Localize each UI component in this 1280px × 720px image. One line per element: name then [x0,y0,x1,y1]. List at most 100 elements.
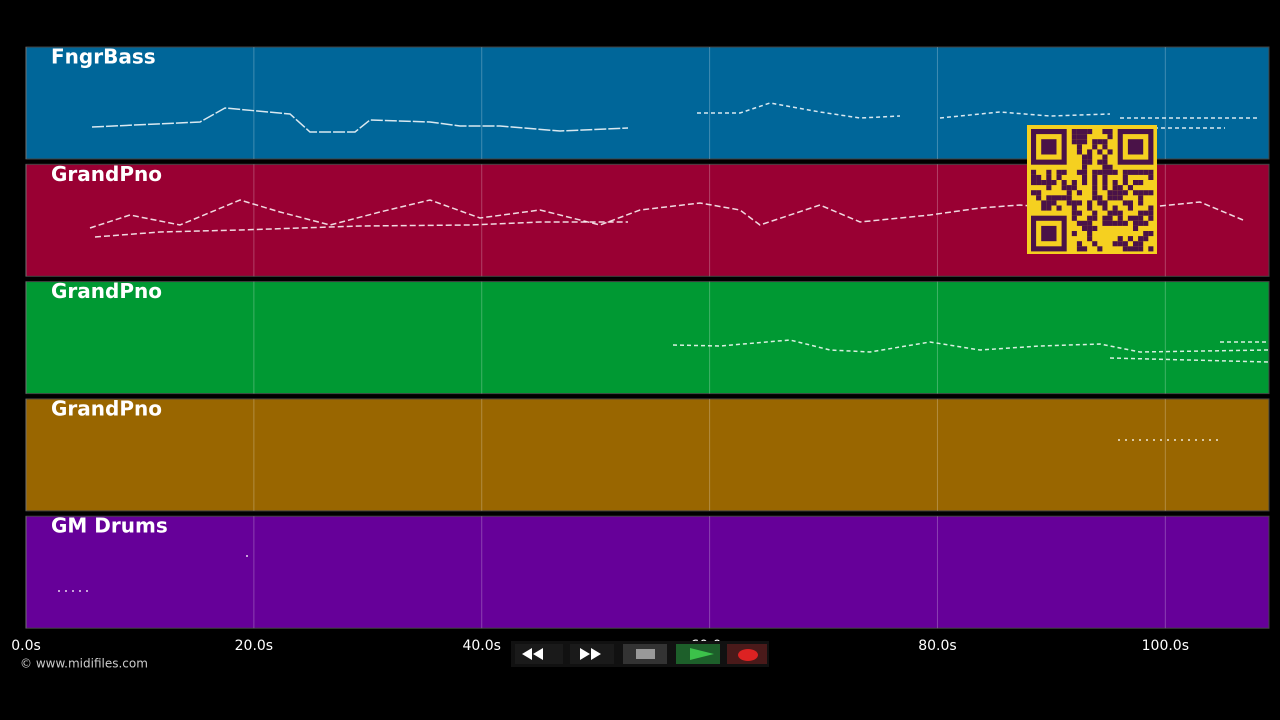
qr-module [1112,220,1118,226]
qr-module [1127,246,1133,252]
qr-module [1066,185,1072,191]
qr-module [1127,205,1133,211]
qr-module [1127,236,1133,242]
transport-controls [511,641,769,667]
qr-module [1127,215,1133,221]
note-run [697,102,1260,129]
track-lane [25,281,1270,395]
qr-module [1148,210,1154,216]
qr-module [1056,195,1062,201]
qr-module [1117,220,1123,226]
qr-module [1092,190,1098,196]
qr-module [1087,154,1093,160]
qr-module [1138,195,1144,201]
qr-module [1112,205,1118,211]
qr-module [1092,195,1098,201]
qr-module [1097,149,1103,155]
qr-module [1036,190,1042,196]
note-run [58,555,248,592]
qr-module [1112,190,1118,196]
qr-module [1076,200,1082,206]
qr-module [1117,195,1123,201]
qr-module [1076,220,1082,226]
qr-module [1102,174,1108,180]
qr-module [1082,225,1088,231]
qr-module [1046,200,1052,206]
qr-module [1097,200,1103,206]
track-name: GM Drums [51,514,168,538]
qr-module [1087,231,1093,237]
note-run [89,199,1244,229]
qr-module [1046,185,1052,191]
qr-module [1076,169,1082,175]
qr-module [1133,241,1139,247]
qr-module [1071,185,1077,191]
qr-module [1107,190,1113,196]
qr-module [1143,169,1149,175]
qr-module [1127,200,1133,206]
qr-module [1107,215,1113,221]
qr-module [1143,236,1149,242]
qr-module [1087,220,1093,226]
qr-module [1097,246,1103,252]
qr-finder [1041,139,1057,155]
qr-module [1036,174,1042,180]
qr-module [1076,210,1082,216]
track-name: GrandPno [51,162,162,186]
qr-module [1082,159,1088,165]
qr-module [1112,180,1118,186]
qr-module [1082,180,1088,186]
qr-module [1102,164,1108,170]
qr-module [1117,241,1123,247]
qr-module [1133,246,1139,252]
qr-module [1036,180,1042,186]
qr-module [1117,210,1123,216]
qr-module [1087,129,1093,135]
qr-module [1041,180,1047,186]
qr-module [1138,241,1144,247]
qr-module [1087,215,1093,221]
qr-module [1107,164,1113,170]
tick-label: 80.0s [918,638,956,654]
qr-module [1061,195,1067,201]
qr-module [1046,205,1052,211]
qr-module [1041,205,1047,211]
qr-module [1148,174,1154,180]
qr-module [1122,220,1128,226]
qr-module [1087,236,1093,242]
qr-module [1112,169,1118,175]
qr-module [1092,169,1098,175]
qr-module [1087,225,1093,231]
qr-module [1138,210,1144,216]
qr-module [1051,200,1057,206]
qr-module [1087,159,1093,165]
qr-module [1046,195,1052,201]
qr-module [1046,174,1052,180]
qr-module [1107,169,1113,175]
qr-module [1051,180,1057,186]
qr-module [1133,190,1139,196]
qr-module [1102,185,1108,191]
qr-module [1148,246,1154,252]
qr-module [1097,139,1103,145]
qr-module [1092,139,1098,145]
qr-code [1027,125,1157,254]
qr-module [1046,180,1052,186]
track-name: FngrBass [51,45,156,69]
qr-module [1148,215,1154,221]
qr-module [1102,220,1108,226]
qr-module [1107,129,1113,135]
qr-module [1112,241,1118,247]
qr-module [1097,159,1103,165]
qr-module [1122,180,1128,186]
qr-module [1061,185,1067,191]
track-name: GrandPno [51,396,162,420]
qr-module [1071,129,1077,135]
qr-module [1138,190,1144,196]
credit: © www.midifiles.com [20,657,148,671]
qr-module [1092,144,1098,150]
qr-module [1092,210,1098,216]
tracks: FngrBass GrandPno GrandPno GrandPno GM Drums [25,45,1270,629]
qr-module [1031,180,1037,186]
qr-module [1066,190,1072,196]
